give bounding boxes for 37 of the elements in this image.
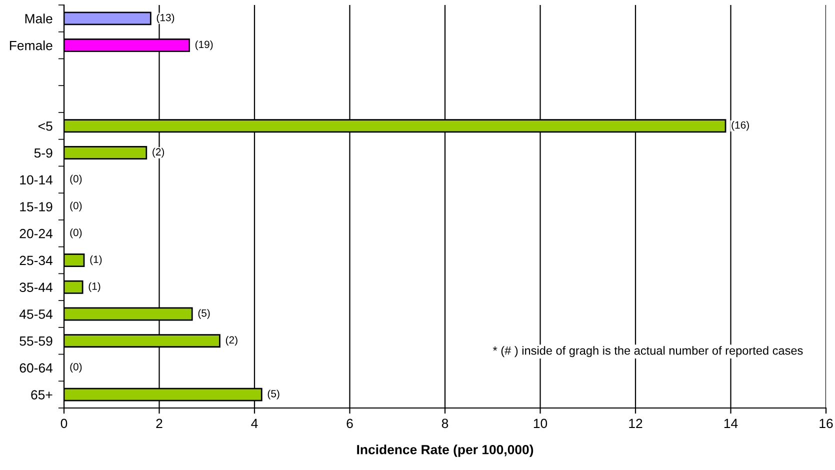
y-tick-label: Female <box>10 40 52 50</box>
y-tick-label: <5 <box>38 122 52 131</box>
x-tick-label: 16 <box>820 418 833 428</box>
annotation: (5) <box>268 390 280 400</box>
y-tick-label: 45-54 <box>19 310 53 319</box>
annotation: (0) <box>70 202 82 212</box>
x-tick-label: 2 <box>156 418 162 428</box>
x-tick-label: 4 <box>251 418 258 428</box>
y-tick-label: 55-59 <box>20 336 52 346</box>
y-tick-label: 35-44 <box>20 282 53 292</box>
annotation: (1) <box>88 282 100 292</box>
y-tick-label: 20-24 <box>20 228 53 238</box>
x-tick-label: 8 <box>442 418 448 428</box>
y-tick-label: 65+ <box>31 390 52 400</box>
annotation: * (# ) inside of gragh is the actual number of reported cases <box>492 346 803 358</box>
annotation: (13) <box>156 14 174 24</box>
annotation: (19) <box>195 40 213 50</box>
x-tick-label: 0 <box>60 418 68 428</box>
y-tick-label: 15-19 <box>20 202 52 212</box>
annotation: (1) <box>90 255 102 266</box>
y-tick-label: 5-9 <box>34 148 52 158</box>
annotation: (0) <box>70 174 82 184</box>
y-tick-label: Male <box>25 14 52 24</box>
y-tick-label: 25-34 <box>20 256 53 266</box>
annotation: (16) <box>732 121 749 131</box>
annotation: (0) <box>70 362 82 373</box>
x-tick-label: 12 <box>629 418 642 428</box>
x-axis-title: Incidence Rate (per 100,000) <box>357 444 534 457</box>
x-tick-label: 6 <box>346 418 353 428</box>
y-tick-label: 60-64 <box>20 363 53 373</box>
annotation: (0) <box>70 228 82 238</box>
annotation: (2) <box>152 148 164 158</box>
annotation: (5) <box>198 309 210 319</box>
x-tick-label: 10 <box>534 418 548 428</box>
y-tick-label: 10-14 <box>20 175 53 185</box>
x-tick-label: 14 <box>724 418 738 428</box>
annotation: (2) <box>226 336 238 346</box>
